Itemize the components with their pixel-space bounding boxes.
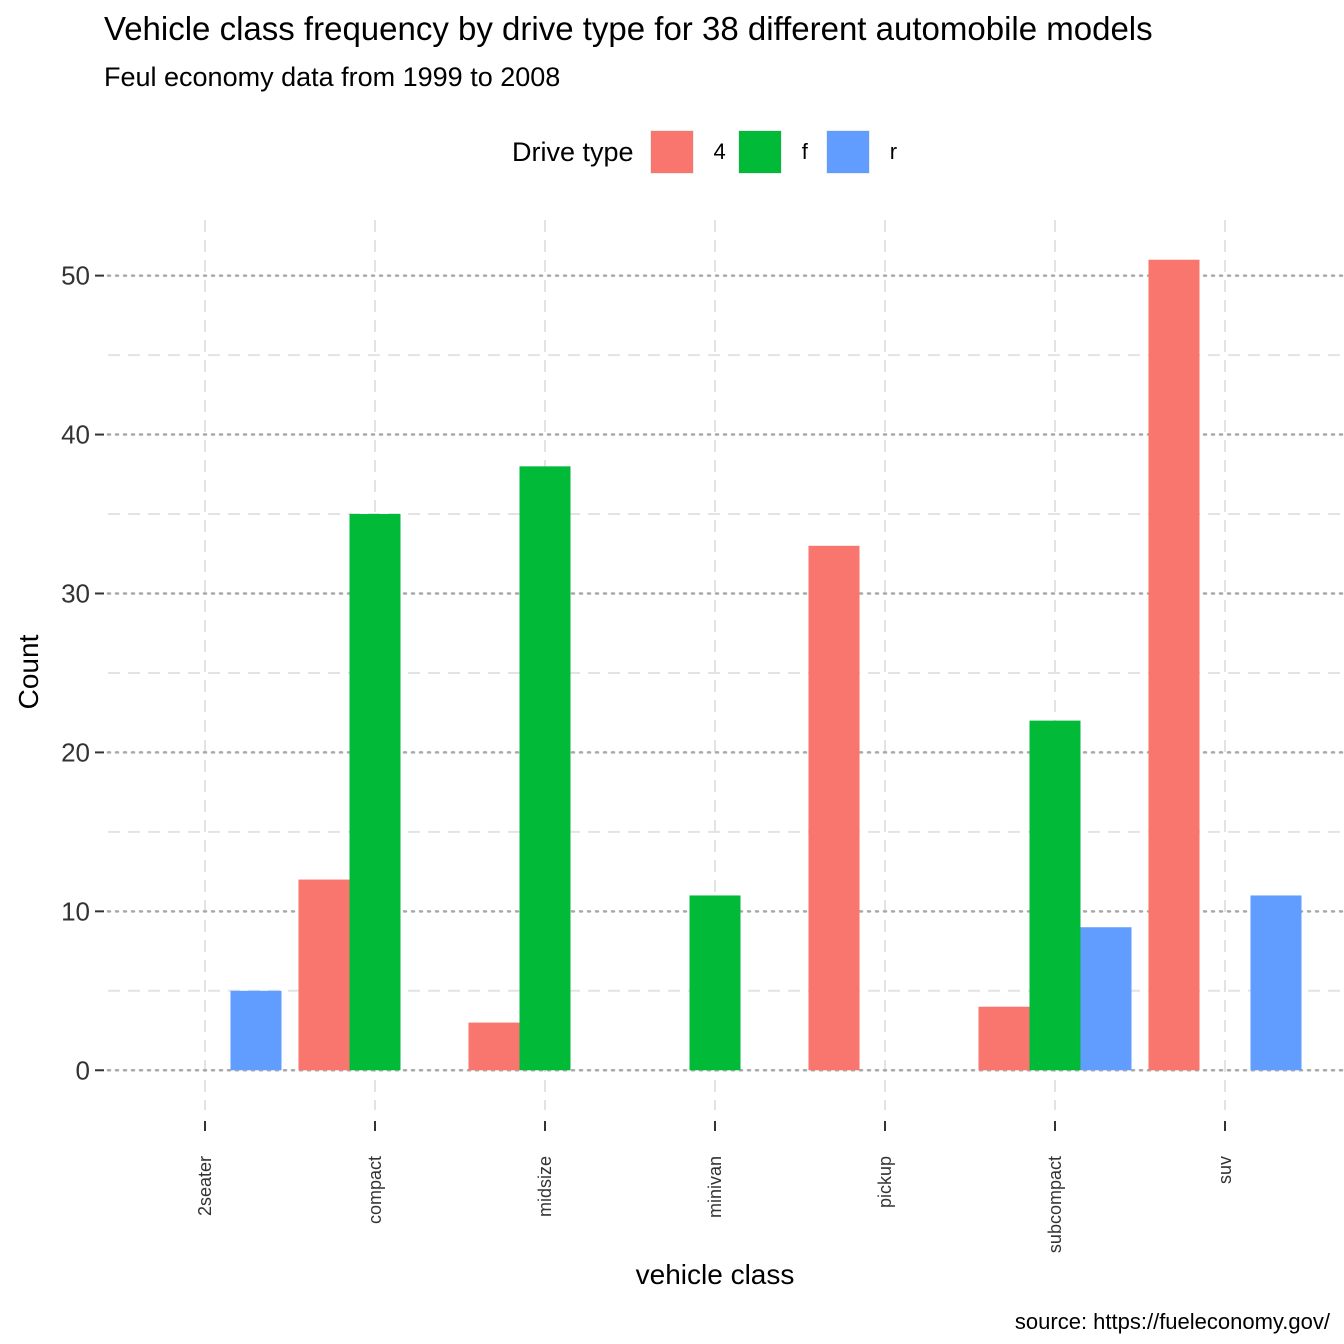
axis-layer: 0 10 20 30 40 50 2seater compact midsize minivan p… <box>13 261 1235 1290</box>
x-tick-label: pickup <box>875 1156 895 1208</box>
legend-item-4: 4 <box>649 130 726 174</box>
bar-subcompact-f <box>1029 720 1081 1071</box>
legend-swatch-f <box>737 130 782 174</box>
y-tick-label: 40 <box>61 420 90 450</box>
legend-swatch-r <box>825 130 870 174</box>
legend-title: Drive type <box>512 136 634 167</box>
source-caption: source: https://fueleconomy.gov/ <box>1014 1309 1330 1334</box>
y-tick-label: 20 <box>61 737 90 767</box>
legend: Drive type 4 f r <box>512 128 914 176</box>
y-tick-label: 50 <box>61 261 90 291</box>
legend-label-r: r <box>889 139 898 164</box>
chart-subtitle: Feul economy data from 1999 to 2008 <box>104 62 561 92</box>
legend-swatch-4 <box>649 130 694 174</box>
bar-2seater-r <box>230 990 282 1071</box>
legend-label-4: 4 <box>713 139 726 164</box>
bar-compact-4 <box>298 879 350 1071</box>
x-tick-label: compact <box>365 1156 385 1224</box>
x-tick-label: subcompact <box>1045 1156 1065 1253</box>
bar-pickup-4 <box>808 545 860 1071</box>
bar-suv-4 <box>1148 259 1200 1071</box>
bar-suv-r <box>1250 895 1302 1071</box>
bar-subcompact-r <box>1080 927 1132 1071</box>
legend-label-f: f <box>801 139 808 164</box>
bar-compact-f <box>349 514 401 1071</box>
bar-layer <box>230 259 1302 1071</box>
y-tick-label: 0 <box>76 1055 90 1085</box>
x-tick-label: 2seater <box>195 1156 215 1216</box>
bar-midsize-4 <box>468 1022 520 1071</box>
legend-item-r: r <box>825 130 902 174</box>
bar-midsize-f <box>519 466 571 1071</box>
x-tick-label: minivan <box>705 1156 725 1218</box>
chart-title: Vehicle class frequency by drive type fo… <box>104 10 1153 47</box>
legend-item-f: f <box>737 130 814 174</box>
x-axis-title: vehicle class <box>636 1259 795 1290</box>
y-axis-title: Count <box>13 634 44 709</box>
x-tick-label: suv <box>1215 1156 1235 1184</box>
x-tick-label: midsize <box>535 1156 555 1217</box>
bar-minivan-f <box>689 895 741 1071</box>
y-tick-label: 30 <box>61 578 90 608</box>
y-tick-label: 10 <box>61 896 90 926</box>
bar-subcompact-4 <box>978 1006 1030 1071</box>
